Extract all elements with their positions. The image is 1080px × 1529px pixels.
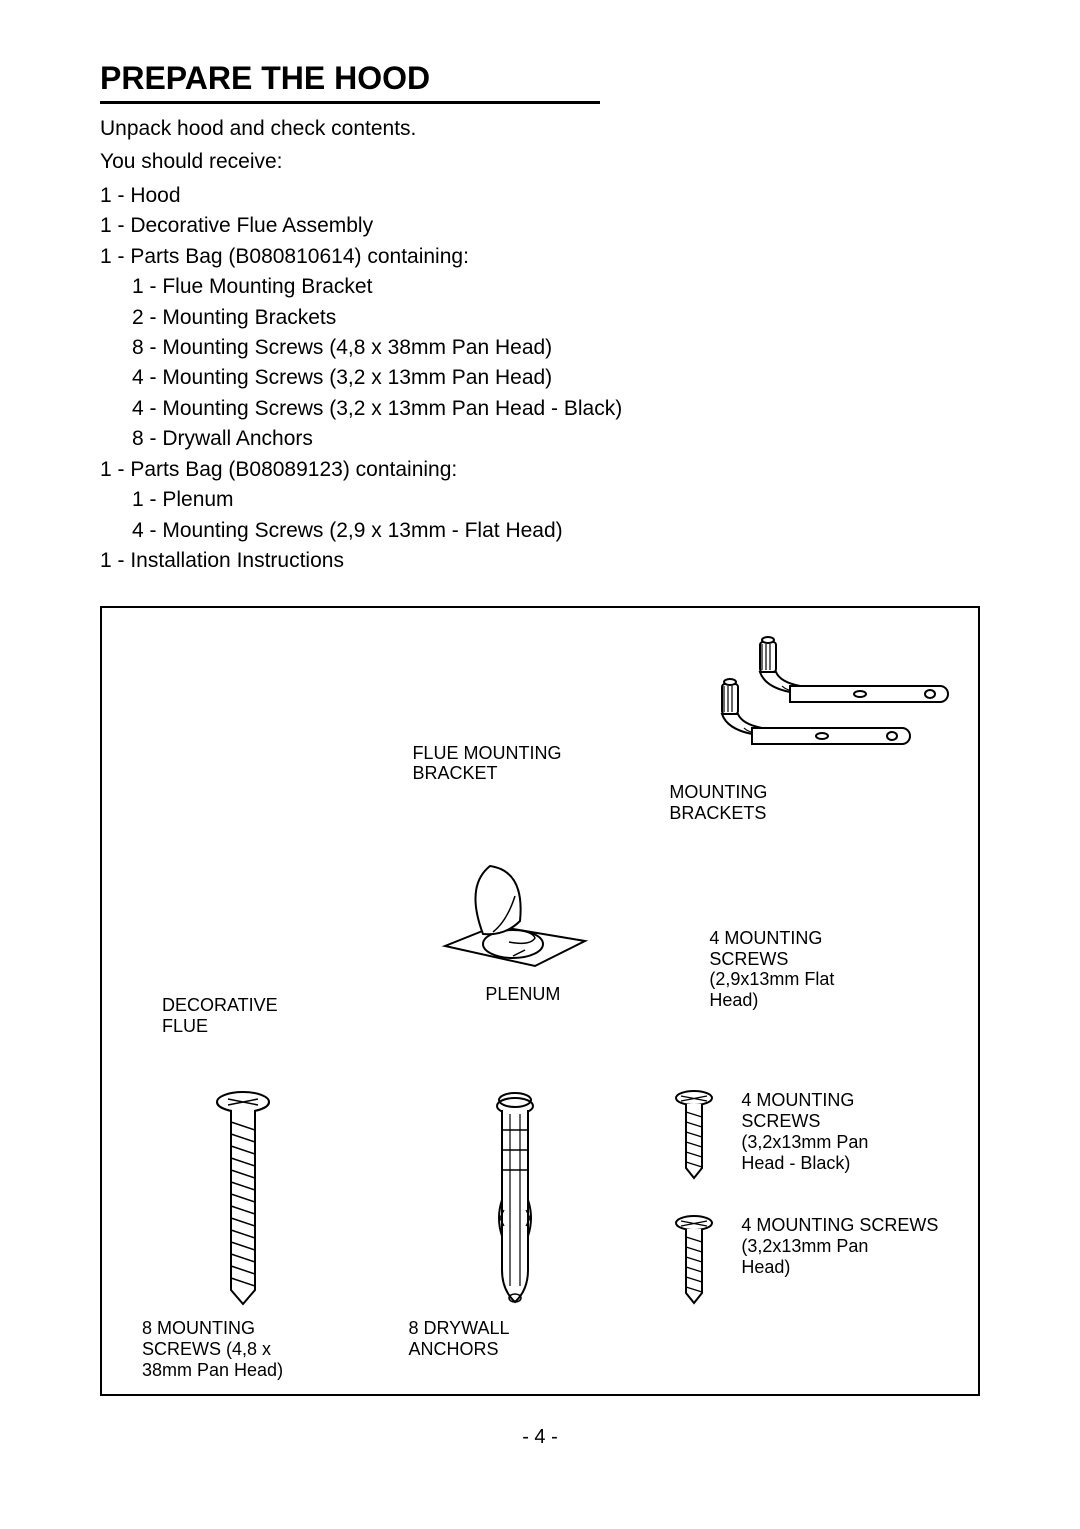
drywall-anchors-label: 8 DRYWALLANCHORS xyxy=(368,1318,661,1359)
list-item: 4 - Mounting Screws (2,9 x 13mm - Flat H… xyxy=(132,516,980,546)
list-item: 1 - Parts Bag (B08089123) containing: xyxy=(100,455,980,485)
drywall-anchor-icon xyxy=(480,1090,550,1310)
flat-head-screws-label: 4 MOUNTINGSCREWS(2,9x13mm FlatHead) xyxy=(709,928,834,1011)
small-screw-black-icon xyxy=(669,1090,719,1180)
intro-text: Unpack hood and check contents. You shou… xyxy=(100,114,980,177)
parts-diagram: FLUE MOUNTINGBRACKET xyxy=(100,606,980,1396)
list-item: 8 - Mounting Screws (4,8 x 38mm Pan Head… xyxy=(132,333,980,363)
cell-plenum: PLENUM xyxy=(364,836,665,1076)
list-item: 1 - Flue Mounting Bracket xyxy=(132,272,980,302)
list-item: 2 - Mounting Brackets xyxy=(132,303,980,333)
cell-8-mounting-screws: 8 MOUNTINGSCREWS (4,8 x38mm Pan Head) xyxy=(122,1084,364,1374)
cell-drywall-anchors: 8 DRYWALLANCHORS xyxy=(364,1084,665,1374)
list-item: 4 - Mounting Screws (3,2 x 13mm Pan Head… xyxy=(132,394,980,424)
cell-flat-head-screws: 4 MOUNTINGSCREWS(2,9x13mm FlatHead) xyxy=(665,836,958,1076)
list-item: 1 - Parts Bag (B080810614) containing: xyxy=(100,242,980,272)
small-screw-plain-label: 4 MOUNTING SCREWS(3,2x13mm PanHead) xyxy=(741,1215,938,1277)
8-mounting-screws-label: 8 MOUNTINGSCREWS (4,8 x38mm Pan Head) xyxy=(126,1318,360,1380)
decorative-flue-label: DECORATIVEFLUE xyxy=(154,995,360,1036)
screw-plain-item: 4 MOUNTING SCREWS(3,2x13mm PanHead) xyxy=(669,1215,938,1310)
list-item: 1 - Plenum xyxy=(132,485,980,515)
cell-decorative-flue: DECORATIVEFLUE xyxy=(122,836,364,1076)
list-item: 8 - Drywall Anchors xyxy=(132,424,980,454)
page-number: - 4 - xyxy=(100,1426,980,1449)
intro-line-0: Unpack hood and check contents. xyxy=(100,114,980,143)
large-screw-icon xyxy=(203,1090,283,1310)
screw-black-item: 4 MOUNTINGSCREWS(3,2x13mm PanHead - Blac… xyxy=(669,1090,868,1185)
list-item: 1 - Hood xyxy=(100,181,980,211)
mounting-brackets-label: MOUNTINGBRACKETS xyxy=(669,782,954,823)
mounting-brackets-icon xyxy=(672,634,952,774)
small-screw-plain-icon xyxy=(669,1215,719,1305)
plenum-icon xyxy=(435,846,595,976)
title-underline xyxy=(100,101,600,104)
cell-small-screws: 4 MOUNTINGSCREWS(3,2x13mm PanHead - Blac… xyxy=(665,1084,958,1374)
list-item: 1 - Installation Instructions xyxy=(100,546,980,576)
plenum-label: PLENUM xyxy=(368,984,661,1005)
small-screw-black-label: 4 MOUNTINGSCREWS(3,2x13mm PanHead - Blac… xyxy=(741,1090,868,1173)
section-title: PREPARE THE HOOD xyxy=(100,60,980,97)
list-item: 4 - Mounting Screws (3,2 x 13mm Pan Head… xyxy=(132,363,980,393)
list-item: 1 - Decorative Flue Assembly xyxy=(100,211,980,241)
intro-line-1: You should receive: xyxy=(100,147,980,176)
contents-list: 1 - Hood 1 - Decorative Flue Assembly 1 … xyxy=(100,181,980,577)
flue-mounting-bracket-label: FLUE MOUNTINGBRACKET xyxy=(404,743,661,784)
cell-mounting-brackets: MOUNTINGBRACKETS xyxy=(665,628,958,828)
cell-flue-mounting-bracket: FLUE MOUNTINGBRACKET xyxy=(364,628,665,828)
